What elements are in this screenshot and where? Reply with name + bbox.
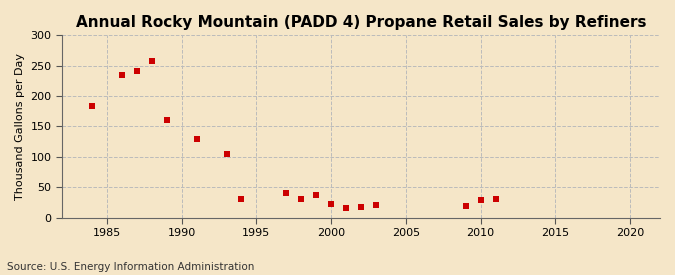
Point xyxy=(191,136,202,141)
Point xyxy=(460,204,471,208)
Point xyxy=(86,104,97,108)
Title: Annual Rocky Mountain (PADD 4) Propane Retail Sales by Refiners: Annual Rocky Mountain (PADD 4) Propane R… xyxy=(76,15,646,30)
Point xyxy=(236,197,247,202)
Point xyxy=(161,118,172,123)
Point xyxy=(146,59,157,63)
Point xyxy=(221,152,232,156)
Point xyxy=(132,69,142,73)
Point xyxy=(341,206,352,211)
Point xyxy=(475,198,486,202)
Point xyxy=(310,193,321,197)
Point xyxy=(117,73,128,78)
Text: Source: U.S. Energy Information Administration: Source: U.S. Energy Information Administ… xyxy=(7,262,254,272)
Point xyxy=(296,197,306,201)
Point xyxy=(281,191,292,196)
Point xyxy=(326,202,337,207)
Point xyxy=(356,204,367,209)
Y-axis label: Thousand Gallons per Day: Thousand Gallons per Day xyxy=(15,53,25,200)
Point xyxy=(490,197,501,201)
Point xyxy=(371,203,381,208)
